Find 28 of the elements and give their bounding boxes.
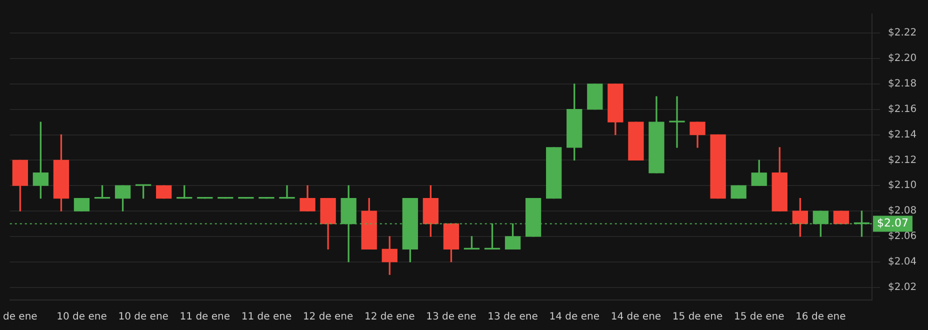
y-tick-label: $2.14 — [888, 129, 917, 140]
x-tick-label: 10 de ene — [56, 312, 107, 323]
x-tick-label: 14 de ene — [549, 312, 600, 323]
candlestick — [279, 185, 295, 199]
x-tick-label: 15 de ene — [672, 312, 723, 323]
y-tick-label: $2.12 — [888, 154, 917, 166]
candlestick — [669, 96, 685, 148]
x-tick-label: de ene — [2, 312, 38, 323]
y-tick-label: $2.16 — [888, 104, 917, 115]
y-tick-label: $2.02 — [888, 282, 917, 293]
x-tick-label: 12 de ene — [302, 312, 354, 323]
x-tick-label: 14 de ene — [610, 312, 662, 323]
y-tick-label: $2.20 — [888, 53, 917, 64]
x-tick-label: 16 de ene — [796, 312, 846, 323]
y-tick-label: $2.06 — [888, 231, 917, 242]
y-tick-label: $2.22 — [888, 28, 917, 39]
x-tick-label: 10 de ene — [118, 312, 168, 323]
y-tick-label: $2.04 — [888, 256, 917, 268]
y-tick-label: $2.18 — [888, 78, 917, 90]
y-tick-label: $2.10 — [888, 180, 917, 192]
ref-line-label: $2.07 — [877, 216, 908, 230]
x-tick-label: 13 de ene — [426, 312, 476, 323]
x-tick-label: 15 de ene — [734, 312, 784, 323]
x-tick-label: 11 de ene — [241, 312, 292, 323]
x-tick-label: 11 de ene — [180, 312, 230, 323]
x-tick-label: 13 de ene — [488, 312, 538, 323]
x-tick-label: 12 de ene — [364, 312, 415, 323]
y-tick-label: $2.08 — [888, 206, 917, 217]
